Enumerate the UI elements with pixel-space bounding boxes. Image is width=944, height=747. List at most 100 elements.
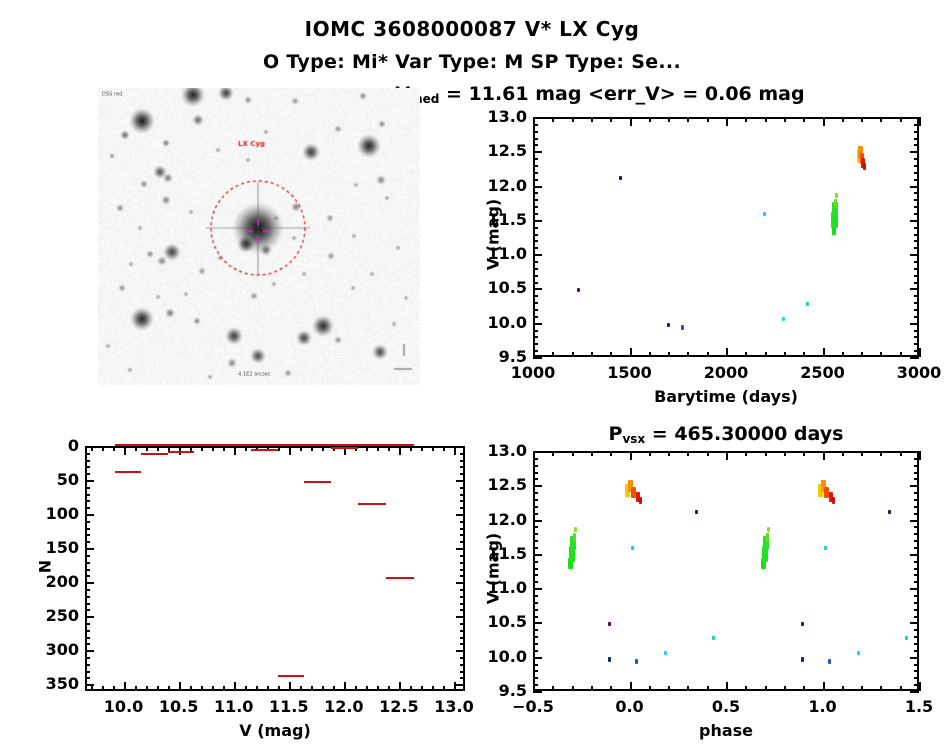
data-point: [631, 487, 636, 499]
data-point: [570, 535, 576, 550]
y-tick: [85, 446, 94, 448]
x-minor-tick: [610, 117, 613, 122]
data-point: [832, 201, 838, 216]
y-minor-tick: [914, 526, 919, 529]
y-tick: [910, 588, 919, 591]
x-minor-tick: [590, 352, 593, 357]
y-minor-tick: [460, 452, 465, 455]
y-minor-tick: [914, 471, 919, 474]
y-minor-tick: [85, 602, 90, 605]
x-minor-tick: [299, 446, 302, 451]
data-point: [834, 193, 838, 199]
y-tick: [533, 357, 542, 359]
x-minor-tick: [156, 686, 159, 691]
y-tick: [533, 588, 542, 591]
page-title: IOMC 3608000087 V* LX Cyg: [304, 17, 640, 41]
x-minor-tick: [321, 686, 324, 691]
y-minor-tick: [85, 636, 90, 639]
x-tick: [123, 446, 126, 455]
y-minor-tick: [533, 274, 538, 277]
x-tick: [822, 348, 825, 357]
y-tick: [456, 582, 465, 585]
y-minor-tick: [533, 636, 538, 639]
y-minor-tick: [914, 457, 919, 460]
x-minor-tick: [745, 451, 748, 456]
histogram-bar: [277, 674, 305, 677]
y-tick: [456, 514, 465, 517]
object-type-line: O Type: Mi* Var Type: M SP Type: Se...: [263, 51, 681, 73]
y-tick-label: 50: [56, 470, 79, 490]
y-minor-tick: [914, 144, 919, 147]
dss-finder-chart[interactable]: DSS red 4.1E2 arcsec: [98, 88, 420, 385]
y-minor-tick: [914, 636, 919, 639]
x-minor-tick: [803, 117, 806, 122]
y-minor-tick: [85, 629, 90, 632]
y-tick: [85, 684, 94, 687]
y-minor-tick: [914, 178, 919, 181]
y-tick-label: 10.0: [487, 312, 527, 332]
x-minor-tick: [310, 446, 313, 451]
y-minor-tick: [533, 608, 538, 611]
histogram-plot[interactable]: V (mag) N 10.0 10.5 11.0 11.5 12.0 12.5 13.0 0 5…: [23, 416, 483, 740]
y-minor-tick: [460, 507, 465, 510]
x-minor-tick: [668, 352, 671, 357]
phase-plot-xlabel: phase: [698, 721, 753, 740]
y-minor-tick: [914, 309, 919, 311]
y-tick: [456, 650, 465, 653]
x-minor-tick: [764, 686, 767, 691]
x-minor-tick: [552, 451, 555, 456]
y-tick: [533, 117, 542, 119]
y-minor-tick: [85, 561, 90, 564]
x-tick: [178, 682, 181, 691]
y-tick-label: 13.0: [487, 441, 527, 460]
x-tick-label: 10.0: [103, 697, 144, 716]
x-minor-tick: [321, 446, 324, 451]
phase-plot[interactable]: Pvsx = 465.30000 days phase V (mag) −0.5…: [471, 421, 937, 740]
data-point: [763, 535, 769, 550]
y-minor-tick: [85, 500, 90, 503]
y-minor-tick: [914, 165, 919, 167]
x-minor-tick: [571, 686, 574, 691]
lightcurve-xlabel: Barytime (days): [654, 387, 798, 406]
x-minor-tick: [409, 446, 412, 451]
data-point: [827, 659, 831, 664]
y-tick-label: 12.0: [487, 509, 527, 529]
y-tick-label: 10.5: [487, 612, 527, 632]
y-minor-tick: [533, 213, 538, 215]
y-minor-tick: [914, 123, 919, 126]
histogram-bar: [330, 447, 359, 450]
y-minor-tick: [533, 601, 538, 604]
y-minor-tick: [533, 547, 538, 549]
y-minor-tick: [85, 670, 90, 673]
y-tick: [910, 519, 919, 522]
lightcurve-plot[interactable]: Barytime (days) V (mag) 1000 1500 2000 2500…: [471, 87, 942, 406]
x-minor-tick: [571, 352, 574, 357]
y-minor-tick: [914, 274, 919, 277]
y-minor-tick: [533, 567, 538, 570]
y-minor-tick: [533, 499, 538, 501]
data-point: [666, 322, 670, 327]
x-minor-tick: [365, 446, 368, 451]
finder-chart-image: [98, 88, 420, 385]
y-minor-tick: [533, 533, 538, 536]
vmed-values: = 11.61 mag <err_V> = 0.06 mag: [439, 83, 805, 105]
y-tick: [533, 691, 542, 693]
y-minor-tick: [85, 520, 90, 523]
x-tick-label: 3000: [896, 363, 942, 382]
y-minor-tick: [914, 329, 919, 332]
y-minor-tick: [533, 629, 538, 632]
y-minor-tick: [914, 547, 919, 549]
y-minor-tick: [460, 602, 465, 605]
data-point: [618, 176, 622, 181]
y-tick: [456, 446, 465, 448]
data-point: [568, 545, 575, 562]
y-minor-tick: [85, 609, 90, 612]
y-tick-label: 13.0: [487, 107, 527, 126]
y-minor-tick: [533, 247, 538, 250]
x-minor-tick: [706, 686, 709, 691]
y-minor-tick: [533, 677, 538, 680]
x-minor-tick: [687, 686, 690, 691]
x-minor-tick: [687, 451, 690, 456]
x-tick: [919, 117, 921, 126]
x-minor-tick: [112, 446, 115, 451]
